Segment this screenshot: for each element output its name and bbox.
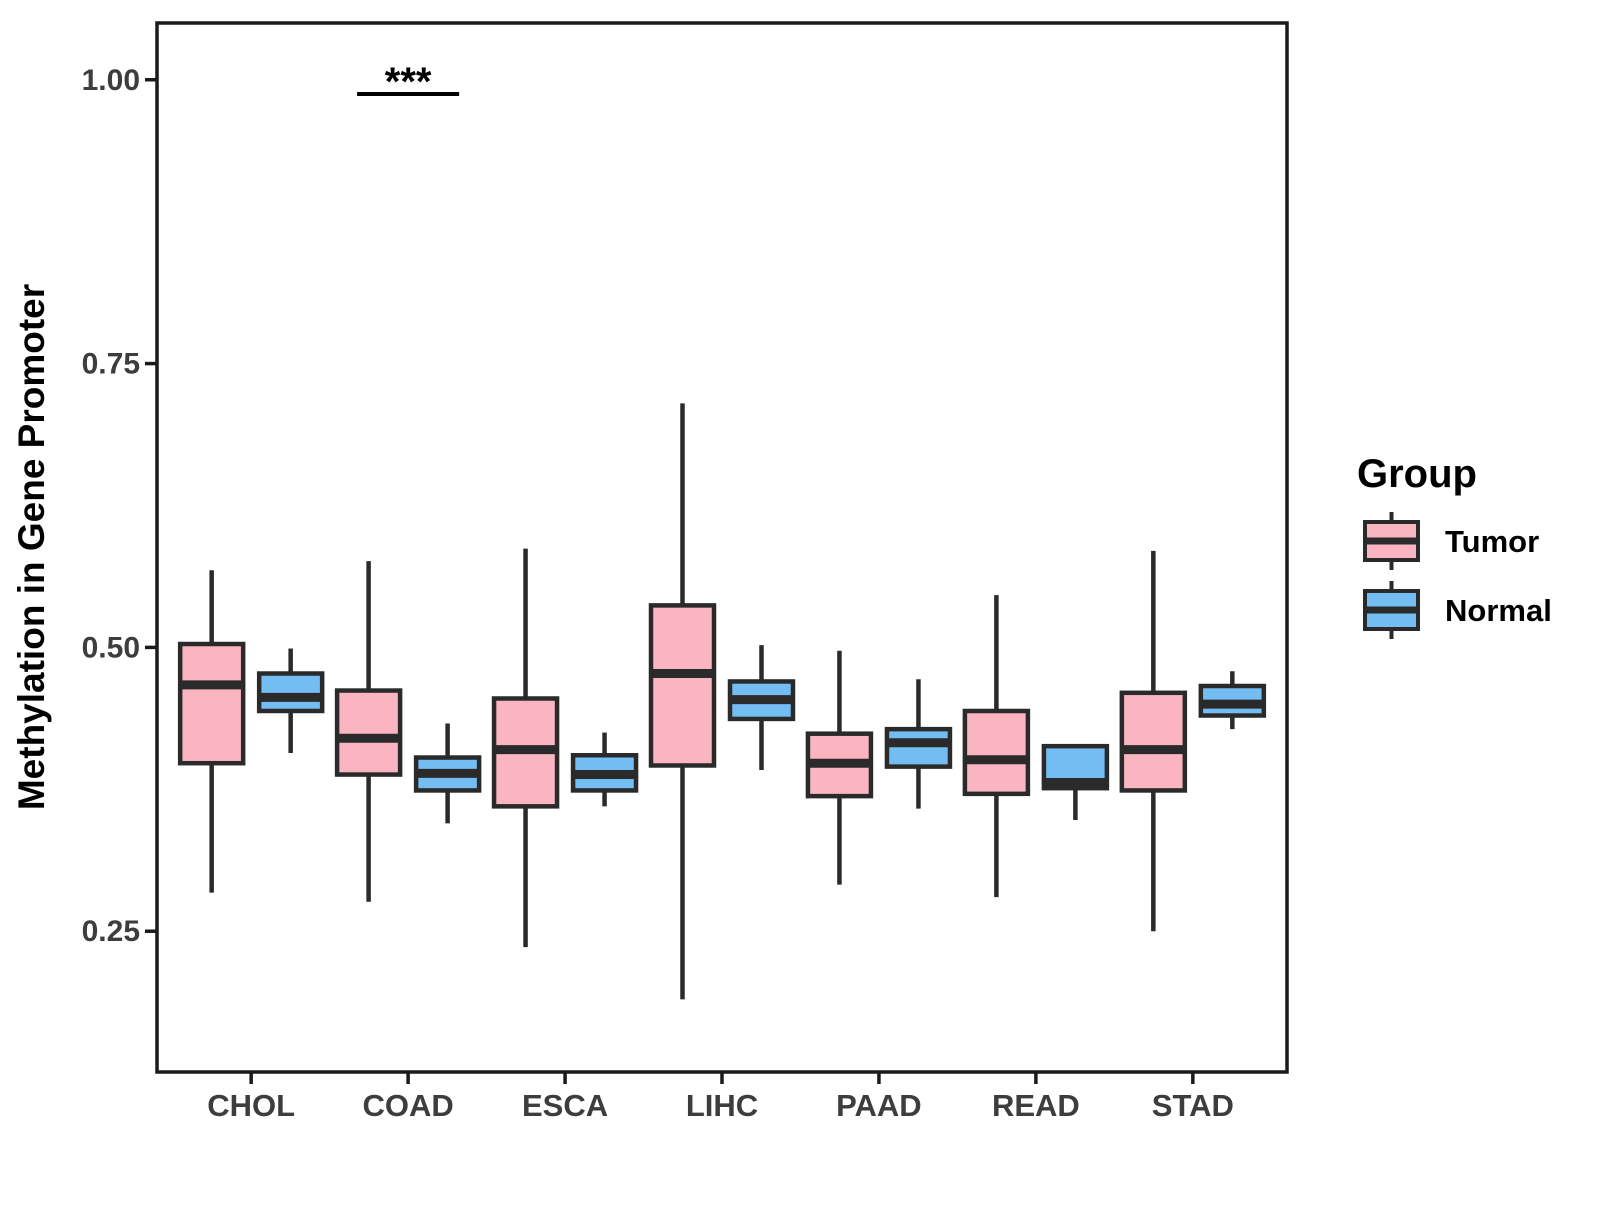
tumor-box-coad <box>334 561 403 902</box>
tumor-box-read <box>962 595 1031 898</box>
legend-label-tumor: Tumor <box>1445 524 1539 559</box>
x-axis: CHOL COAD ESCA LIHC PAAD READ STAD <box>207 1072 1234 1123</box>
legend-items: Tumor Normal <box>1363 512 1552 639</box>
normal-box-chol <box>256 648 325 753</box>
legend-item-tumor: Tumor <box>1363 512 1539 570</box>
legend-label-normal: Normal <box>1445 593 1552 628</box>
iqr-box <box>1119 690 1188 793</box>
tumor-box-chol <box>177 570 246 893</box>
y-tick-label: 1.00 <box>82 64 140 97</box>
legend-item-normal: Normal <box>1363 581 1552 639</box>
x-tick-label-chol: CHOL <box>207 1088 295 1123</box>
y-tick-label: 0.75 <box>82 348 140 381</box>
normal-box-lihc <box>727 645 796 771</box>
normal-box-read <box>1041 743 1110 820</box>
y-axis: 0.25 0.50 0.75 1.00 <box>82 64 157 948</box>
iqr-box <box>962 708 1031 797</box>
iqr-box <box>648 603 717 768</box>
iqr-box <box>334 688 403 777</box>
tumor-box-esca <box>491 548 560 948</box>
x-tick-label-paad: PAAD <box>836 1088 922 1123</box>
x-tick-label-stad: STAD <box>1152 1088 1234 1123</box>
normal-box-esca <box>570 732 639 807</box>
y-tick-label: 0.50 <box>82 631 140 664</box>
boxplots <box>177 403 1267 1000</box>
x-tick-label-lihc: LIHC <box>686 1088 758 1123</box>
legend-title: Group <box>1357 452 1477 496</box>
iqr-box <box>256 671 325 714</box>
legend: Group Tumor Normal <box>1357 452 1552 639</box>
tumor-box-paad <box>805 650 874 885</box>
tumor-box-stad <box>1119 550 1188 932</box>
y-tick-label: 0.25 <box>82 915 140 948</box>
significance-stars: *** <box>385 60 432 104</box>
normal-box-coad <box>413 723 482 824</box>
normal-box-paad <box>884 679 953 809</box>
iqr-box <box>884 726 953 769</box>
x-tick-label-read: READ <box>992 1088 1080 1123</box>
y-axis-title: Methylation in Gene Promoter <box>11 284 52 810</box>
significance-annotations: *** <box>357 60 460 104</box>
x-tick-label-esca: ESCA <box>522 1088 608 1123</box>
normal-box-stad <box>1198 671 1267 730</box>
iqr-box <box>177 641 246 766</box>
tumor-box-lihc <box>648 403 717 1000</box>
x-tick-label-coad: COAD <box>362 1088 453 1123</box>
